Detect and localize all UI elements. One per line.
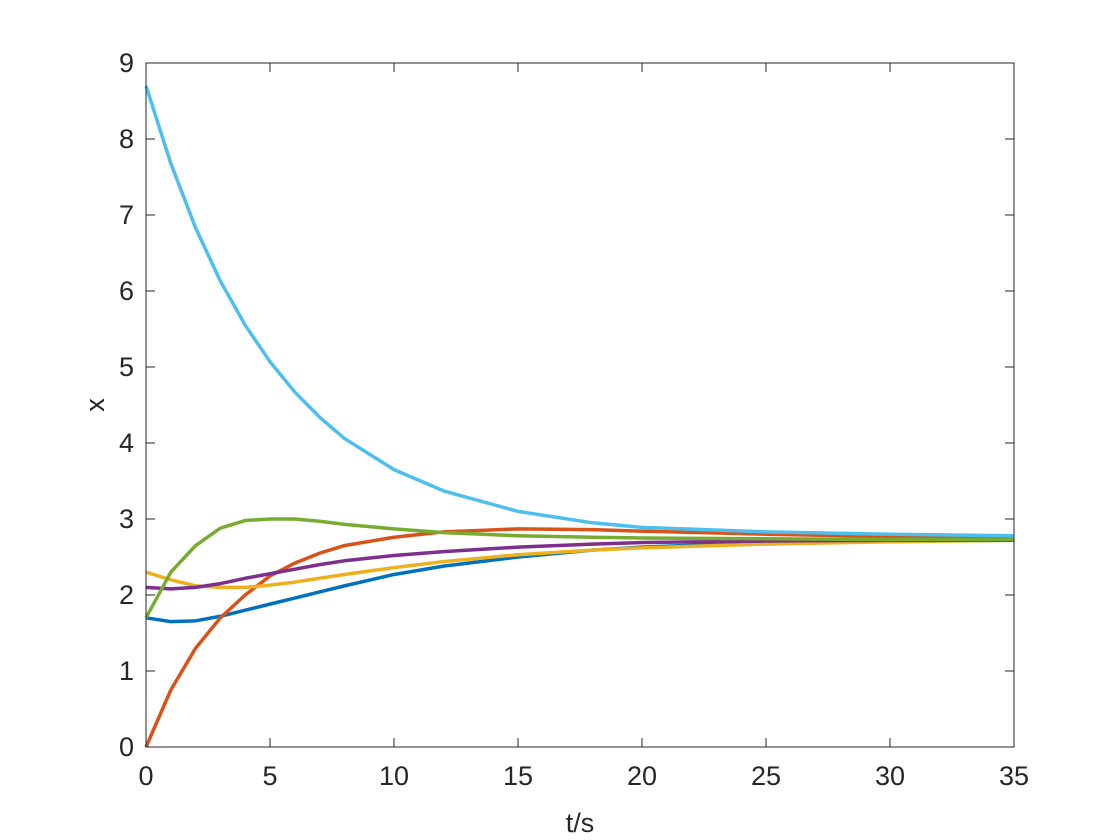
y-tick-label: 9	[119, 48, 134, 78]
x-tick-label: 35	[999, 761, 1029, 791]
x-tick-label: 0	[138, 761, 153, 791]
x-tick-label: 25	[751, 761, 781, 791]
y-tick-label: 7	[119, 200, 134, 230]
x-tick-label: 15	[503, 761, 533, 791]
series-line	[144, 85, 1015, 538]
y-tick-label: 8	[119, 124, 134, 154]
series-line	[145, 538, 1014, 591]
y-tick-label: 6	[119, 276, 134, 306]
series-line	[144, 517, 1014, 619]
y-tick-label: 0	[119, 732, 134, 762]
x-tick-label: 20	[627, 761, 657, 791]
x-tick-label: 10	[379, 761, 409, 791]
y-axis-label: x	[80, 398, 110, 412]
x-tick-label: 30	[875, 761, 905, 791]
axes-box	[145, 62, 1015, 748]
y-tick-label: 2	[119, 580, 134, 610]
plot-area	[146, 63, 1014, 747]
x-axis-label: t/s	[566, 808, 595, 838]
series-line	[145, 538, 1015, 590]
series-line	[144, 527, 1015, 748]
y-tick-label: 4	[119, 428, 134, 458]
y-tick-label: 5	[119, 352, 134, 382]
y-tick-label: 3	[119, 504, 134, 534]
x-tick-label: 5	[262, 761, 277, 791]
y-tick-label: 1	[119, 656, 134, 686]
